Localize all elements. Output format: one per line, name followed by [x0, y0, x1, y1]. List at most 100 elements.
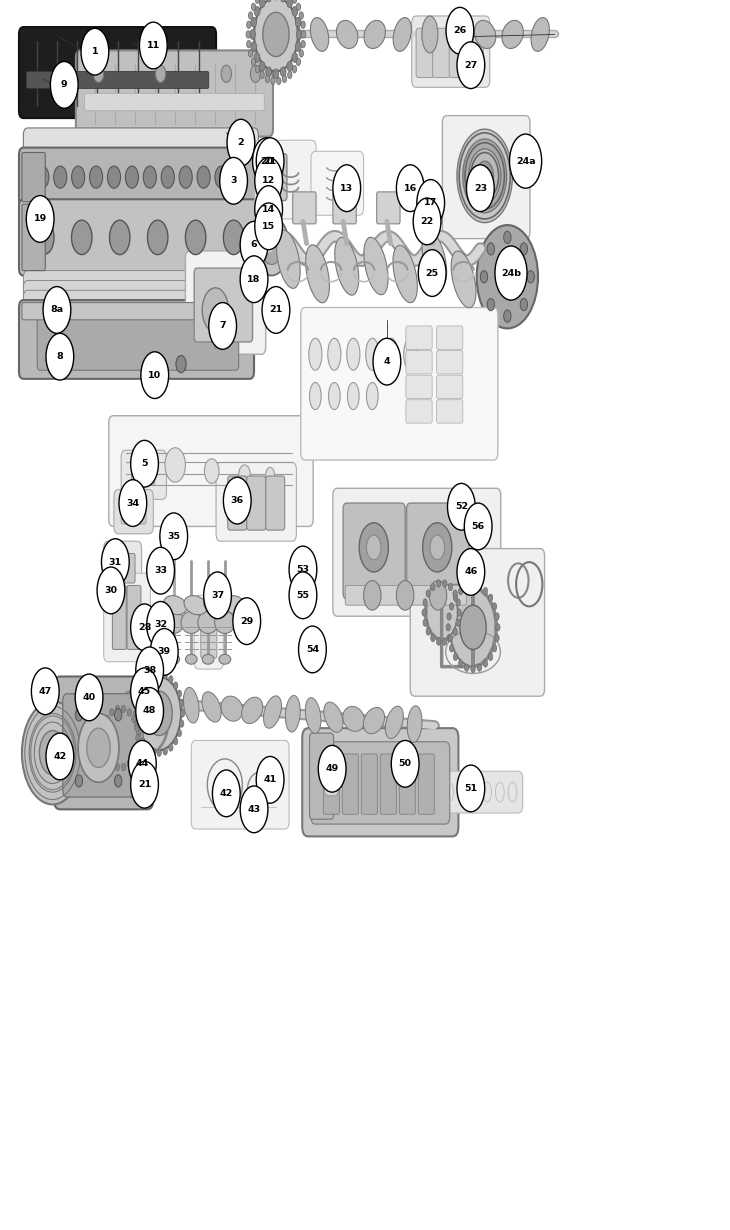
Circle shape — [283, 75, 287, 82]
Circle shape — [471, 665, 475, 673]
Text: 32: 32 — [154, 620, 167, 630]
FancyBboxPatch shape — [121, 502, 146, 524]
Circle shape — [75, 708, 82, 721]
Circle shape — [197, 166, 210, 188]
Circle shape — [423, 619, 427, 626]
FancyBboxPatch shape — [131, 460, 155, 485]
Ellipse shape — [164, 611, 184, 633]
FancyBboxPatch shape — [343, 503, 405, 599]
Ellipse shape — [223, 595, 247, 615]
Circle shape — [457, 42, 485, 89]
Circle shape — [135, 724, 139, 732]
Ellipse shape — [474, 21, 496, 48]
Circle shape — [266, 467, 274, 482]
Circle shape — [90, 166, 103, 188]
Ellipse shape — [264, 696, 282, 728]
Circle shape — [453, 594, 458, 601]
FancyBboxPatch shape — [342, 754, 358, 814]
Circle shape — [463, 139, 507, 213]
Text: 3: 3 — [231, 176, 237, 186]
FancyBboxPatch shape — [407, 503, 469, 599]
Circle shape — [174, 681, 178, 689]
FancyBboxPatch shape — [19, 199, 260, 276]
Text: 36: 36 — [231, 496, 244, 506]
Circle shape — [128, 740, 156, 787]
Circle shape — [240, 256, 268, 303]
Ellipse shape — [347, 338, 360, 370]
FancyBboxPatch shape — [262, 154, 287, 200]
Circle shape — [426, 627, 431, 635]
Circle shape — [442, 579, 447, 587]
Circle shape — [458, 659, 463, 667]
Circle shape — [75, 674, 103, 721]
FancyBboxPatch shape — [127, 585, 141, 649]
FancyBboxPatch shape — [333, 192, 356, 224]
Circle shape — [110, 760, 114, 768]
Text: 43: 43 — [247, 804, 261, 814]
Text: 56: 56 — [472, 522, 485, 531]
Circle shape — [469, 149, 501, 203]
Circle shape — [140, 681, 145, 689]
Text: 22: 22 — [420, 216, 434, 226]
Circle shape — [137, 729, 141, 737]
Circle shape — [169, 744, 173, 752]
Text: 48: 48 — [143, 706, 156, 716]
Ellipse shape — [310, 383, 321, 410]
Circle shape — [115, 764, 120, 771]
Circle shape — [267, 295, 285, 325]
Ellipse shape — [385, 706, 403, 738]
Circle shape — [299, 12, 304, 20]
Circle shape — [127, 708, 131, 716]
Circle shape — [72, 166, 85, 188]
Text: 6: 6 — [250, 240, 258, 250]
Circle shape — [448, 583, 453, 590]
FancyBboxPatch shape — [406, 400, 432, 423]
FancyBboxPatch shape — [266, 476, 285, 530]
Ellipse shape — [337, 21, 358, 48]
Circle shape — [204, 459, 219, 483]
Circle shape — [446, 624, 450, 631]
FancyBboxPatch shape — [324, 754, 339, 796]
Text: 19: 19 — [34, 214, 47, 224]
Circle shape — [263, 12, 289, 57]
Circle shape — [121, 705, 126, 712]
Circle shape — [223, 220, 244, 255]
Circle shape — [477, 225, 538, 328]
Circle shape — [147, 601, 174, 648]
Ellipse shape — [215, 611, 235, 633]
Circle shape — [292, 53, 298, 63]
Circle shape — [423, 599, 427, 606]
Circle shape — [220, 157, 247, 204]
Circle shape — [289, 546, 317, 593]
Circle shape — [134, 710, 138, 717]
Text: 46: 46 — [464, 567, 477, 577]
Text: 12: 12 — [262, 176, 275, 186]
Ellipse shape — [347, 383, 359, 410]
Ellipse shape — [198, 611, 218, 633]
Circle shape — [169, 675, 173, 683]
FancyBboxPatch shape — [333, 488, 501, 616]
Circle shape — [240, 221, 268, 268]
Circle shape — [488, 594, 493, 601]
Circle shape — [157, 670, 161, 678]
Ellipse shape — [202, 654, 214, 664]
Circle shape — [430, 535, 445, 560]
Circle shape — [520, 299, 528, 311]
Circle shape — [140, 738, 145, 745]
Circle shape — [204, 572, 231, 619]
Circle shape — [115, 708, 122, 721]
FancyBboxPatch shape — [22, 153, 45, 202]
Circle shape — [288, 71, 292, 79]
FancyBboxPatch shape — [23, 271, 258, 293]
FancyBboxPatch shape — [301, 308, 498, 460]
Circle shape — [437, 579, 441, 587]
Circle shape — [296, 4, 301, 11]
Ellipse shape — [393, 17, 412, 52]
Circle shape — [255, 0, 260, 4]
Circle shape — [458, 588, 463, 595]
Circle shape — [161, 166, 174, 188]
FancyBboxPatch shape — [228, 476, 247, 530]
Text: 30: 30 — [104, 585, 118, 595]
FancyBboxPatch shape — [19, 27, 216, 118]
Circle shape — [359, 523, 388, 572]
